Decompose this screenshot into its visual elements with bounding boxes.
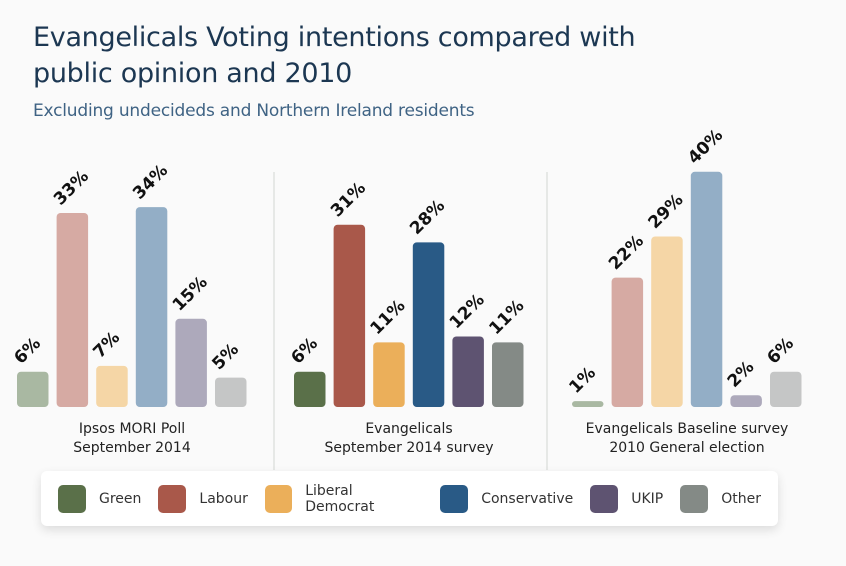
bar-conservative — [690, 171, 723, 407]
legend-label: Green — [99, 490, 142, 507]
group-label: 2010 General election — [609, 440, 764, 456]
data-label: 6% — [10, 334, 45, 369]
data-label: 34% — [129, 161, 172, 204]
legend-item-other: Other — [680, 484, 761, 513]
legend-label: Labour — [199, 490, 248, 507]
group-label: September 2014 survey — [324, 440, 493, 456]
legend-swatch — [158, 484, 187, 513]
bar-ukip — [452, 336, 484, 407]
data-label: 40% — [684, 125, 727, 168]
group-label: Evangelicals Baseline survey — [586, 421, 789, 437]
bar-other — [770, 371, 802, 407]
group-label: Ipsos MORI Poll — [79, 421, 185, 437]
bar-labour — [611, 277, 644, 407]
bar-other — [492, 342, 524, 407]
legend-label: Liberal Democrat — [305, 482, 375, 515]
legend: Green Labour Liberal Democrat Conservative U… — [41, 471, 778, 526]
bar-ukip — [175, 318, 207, 407]
bar-liberal-democrat — [373, 342, 405, 407]
data-label: 29% — [645, 190, 688, 233]
bar-green — [572, 401, 604, 407]
bar-liberal-democrat — [651, 236, 683, 407]
bar-green — [294, 371, 326, 407]
group-label: September 2014 — [73, 440, 191, 456]
data-label: 22% — [605, 231, 648, 274]
bar-group: 6% 33% 7% 34% 15% 5% Ipsos MORI Poll September … — [10, 161, 247, 456]
data-label: 5% — [208, 340, 243, 375]
legend-label: Other — [721, 490, 761, 507]
bars-layer: 6% 33% 7% 34% 15% 5% Ipsos MORI Poll September … — [10, 125, 802, 456]
bar-ukip — [730, 395, 762, 407]
bar-labour — [333, 224, 366, 407]
bar-other — [215, 377, 247, 407]
legend-item-ukip: UKIP — [590, 484, 664, 513]
data-label: 11% — [485, 296, 528, 339]
data-label: 6% — [763, 334, 798, 369]
legend-swatch — [680, 484, 709, 513]
legend-label: Conservative — [481, 490, 574, 507]
bar-liberal-democrat — [96, 365, 128, 407]
data-label: 28% — [406, 196, 449, 239]
data-label: 6% — [287, 334, 322, 369]
legend-swatch — [58, 484, 86, 513]
legend-label: UKIP — [631, 490, 664, 507]
bar-green — [17, 371, 49, 407]
data-label: 15% — [169, 272, 212, 315]
legend-swatch — [264, 484, 293, 513]
bar-group: 1% 22%29% 40% 2%6% Evangelicals Baseline sur… — [565, 125, 802, 456]
data-label: 7% — [90, 328, 125, 363]
chart-title: Evangelicals Voting intentions compared … — [33, 22, 636, 89]
legend-item-green: Green — [58, 484, 142, 513]
data-label: 31% — [327, 178, 370, 221]
legend-item-labour: Labour — [158, 484, 248, 513]
legend-swatch — [590, 484, 619, 513]
data-label: 2% — [724, 357, 759, 392]
legend-item-conservative: Conservative — [440, 484, 574, 513]
group-label: Evangelicals — [365, 421, 452, 437]
chart-subtitle: Excluding undecideds and Northern Irelan… — [33, 101, 475, 121]
data-label: 12% — [446, 290, 489, 333]
legend-item-liberal-democrat: Liberal Democrat — [264, 482, 423, 515]
legend-swatch — [440, 484, 469, 513]
bar-chart: 6% 33% 7% 34% 15% 5% Ipsos MORI Poll September … — [10, 125, 802, 470]
data-label: 33% — [50, 167, 93, 210]
bar-conservative — [412, 242, 445, 407]
data-label: 11% — [367, 296, 410, 339]
bar-labour — [56, 212, 89, 407]
bar-conservative — [135, 207, 168, 407]
data-label: 1% — [565, 363, 600, 398]
